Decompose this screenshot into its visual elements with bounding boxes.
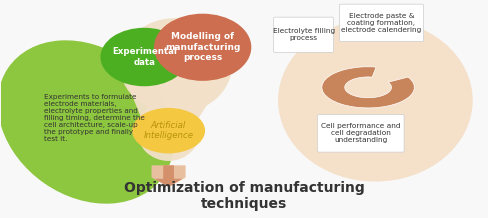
Ellipse shape [132, 108, 205, 153]
Text: Artificial
Intelligence: Artificial Intelligence [143, 121, 194, 140]
Ellipse shape [120, 18, 232, 113]
Polygon shape [120, 66, 232, 131]
Text: Experiments to formulate
electrode materials,
electrolyte properties and
filling: Experiments to formulate electrode mater… [44, 94, 145, 142]
Text: Modelling of
manufacturing
process: Modelling of manufacturing process [165, 32, 240, 62]
Ellipse shape [101, 28, 188, 86]
FancyArrow shape [152, 165, 185, 187]
Ellipse shape [154, 14, 251, 81]
Ellipse shape [0, 40, 174, 204]
Text: Cell performance and
cell degradation
understanding: Cell performance and cell degradation un… [321, 123, 401, 143]
Text: Optimization of manufacturing
techniques: Optimization of manufacturing techniques [123, 181, 365, 211]
Text: Electrolyte filling
process: Electrolyte filling process [272, 28, 335, 41]
FancyArrow shape [155, 165, 183, 187]
Text: Electrode paste &
coating formation,
electrode calendering: Electrode paste & coating formation, ele… [341, 13, 422, 33]
Text: Experimental
data: Experimental data [112, 47, 177, 67]
Wedge shape [322, 67, 414, 108]
Ellipse shape [137, 100, 200, 161]
FancyBboxPatch shape [318, 115, 404, 152]
FancyBboxPatch shape [339, 4, 424, 42]
FancyBboxPatch shape [274, 17, 333, 53]
Ellipse shape [278, 19, 473, 182]
